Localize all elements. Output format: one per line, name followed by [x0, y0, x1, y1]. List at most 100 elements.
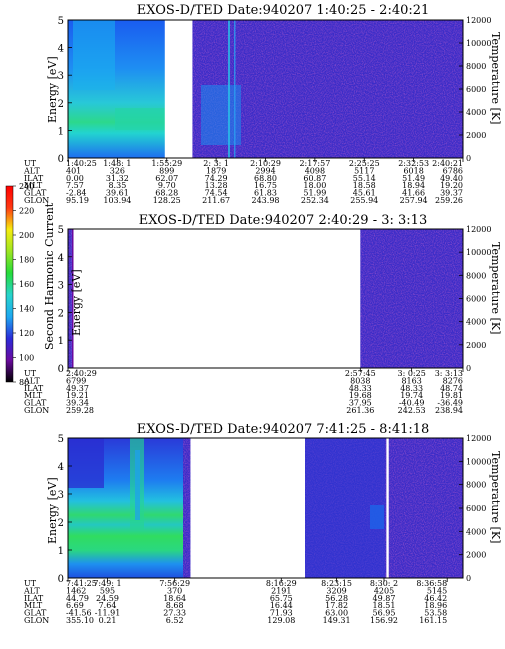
ephemeris-row-label: MLT [24, 601, 43, 610]
ephemeris-value: 4205 [374, 586, 394, 595]
energy-tick-label: 2 [58, 99, 64, 110]
ephemeris-row-label: GLON [24, 196, 49, 205]
panel-3-rhs-blob [370, 505, 384, 529]
panel-3: EXOS-D/TED Date:940207 7:41:25 - 8:41:18… [23, 422, 502, 625]
ephemeris-value: 19.74 [400, 391, 423, 400]
temperature-tick-label: 8000 [466, 481, 486, 490]
ephemeris-value: 3209 [326, 586, 346, 595]
ephemeris-value: 51.49 [402, 174, 425, 183]
panel-3-title: EXOS-D/TED Date:940207 7:41:25 - 8:41:18 [137, 422, 430, 437]
energy-tick-label: 5 [58, 434, 64, 445]
ephemeris-value: 46.42 [424, 594, 447, 603]
ephemeris-value: 74.54 [205, 189, 228, 198]
ephemeris-value: 56.28 [325, 594, 348, 603]
ephemeris-value: -2.84 [66, 189, 87, 198]
ephemeris-value: 2:57:45 [345, 369, 376, 378]
ephemeris-value: 8276 [443, 376, 463, 385]
ephemeris-value: 7:56:29 [159, 579, 190, 588]
ephemeris-value: 1:40:25 [66, 159, 97, 168]
ephemeris-value: -40.49 [399, 399, 425, 408]
ephemeris-value: 24.59 [96, 594, 119, 603]
temperature-tick-label: 8000 [466, 62, 486, 71]
ephemeris-value: 39.37 [440, 189, 463, 198]
ephemeris-row-label: GLON [24, 406, 49, 415]
ephemeris-value: 355.10 [66, 616, 94, 625]
panel-1-ylabel-right: Temperature [K] [489, 32, 502, 124]
ephemeris-value: 2191 [271, 586, 291, 595]
temperature-tick-label: 12000 [466, 16, 491, 25]
ephemeris-value: 8:36:58 [416, 579, 447, 588]
ephemeris-value: 18.96 [424, 601, 447, 610]
ephemeris-row-label: UT [24, 579, 37, 588]
ephemeris-value: 60.87 [303, 174, 326, 183]
temperature-tick-label: 0 [466, 574, 471, 583]
ephemeris-value: 2:32:53 [398, 159, 429, 168]
ephemeris-value: 1:55:29 [151, 159, 182, 168]
energy-tick-label: 1 [58, 546, 64, 557]
ephemeris-value: 16.75 [254, 181, 277, 190]
energy-tick-label: 3 [58, 71, 64, 82]
ephemeris-value: 242.53 [398, 406, 426, 415]
colorbar-tick-label: 240 [19, 182, 34, 191]
ephemeris-row-label: GLAT [24, 609, 47, 618]
ephemeris-value: 8:16:29 [266, 579, 297, 588]
data-gap [71, 229, 361, 368]
colorbar: 80 100 120 140 160 180 200 220 240 Second Harmon… [5, 182, 56, 387]
colorbar-tick-label: 140 [19, 305, 34, 314]
ephemeris-value: 2994 [255, 166, 275, 175]
ephemeris-value: 62.07 [155, 174, 178, 183]
ephemeris-value: 8:23:15 [321, 579, 352, 588]
temperature-tick-label: 6000 [466, 85, 486, 94]
ephemeris-value: 8038 [350, 376, 370, 385]
panel-1-title: EXOS-D/TED Date:940207 1:40:25 - 2:40:21 [137, 3, 430, 18]
ephemeris-row-label: GLAT [24, 189, 47, 198]
ephemeris-value: 0.00 [66, 174, 84, 183]
ephemeris-value: 18.00 [303, 181, 326, 190]
panel-3-upper-dark [68, 438, 104, 488]
ephemeris-value: 8:30: 2 [370, 579, 398, 588]
ephemeris-value: 9.70 [158, 181, 176, 190]
temperature-tick-label: 2000 [466, 131, 486, 140]
ephemeris-value: 7.64 [99, 601, 117, 610]
panel-3-vertical-feature-core [135, 450, 140, 520]
energy-tick-label: 0 [58, 574, 64, 585]
ephemeris-row-label: ALT [23, 166, 40, 175]
ephemeris-value: 55.14 [353, 174, 376, 183]
temperature-tick-label: 0 [466, 154, 471, 163]
ephemeris-value: 19.20 [440, 181, 463, 190]
panel-3-ylabel: Energy [eV] [46, 477, 59, 544]
ephemeris-value: 68.28 [155, 189, 178, 198]
ephemeris-value: 18.51 [373, 601, 396, 610]
ephemeris-value: 255.94 [350, 196, 378, 205]
energy-tick-label: 3 [58, 490, 64, 501]
ephemeris-value: -36.49 [437, 399, 463, 408]
temperature-tick-label: 10000 [466, 248, 491, 257]
ephemeris-value: 156.92 [370, 616, 398, 625]
ephemeris-value: 44.79 [66, 594, 89, 603]
ephemeris-value: 899 [159, 166, 174, 175]
energy-tick-label: 2 [58, 308, 64, 319]
ephemeris-value: 5117 [354, 166, 374, 175]
panel-2-title: EXOS-D/TED Date:940207 2:40:29 - 3: 3:13 [139, 213, 427, 228]
temperature-tick-label: 12000 [466, 225, 491, 234]
data-gap [190, 438, 305, 578]
ephemeris-value: 4098 [305, 166, 325, 175]
temperature-tick-label: 2000 [466, 551, 486, 560]
ephemeris-value: 259.28 [66, 406, 94, 415]
energy-tick-label: 5 [58, 16, 64, 27]
ephemeris-value: 1462 [66, 586, 86, 595]
panel-1-lower-band [115, 108, 173, 130]
ephemeris-value: 211.67 [202, 196, 230, 205]
ephemeris-value: 51.99 [303, 189, 326, 198]
ephemeris-value: 56.95 [373, 609, 396, 618]
energy-tick-label: 2 [58, 518, 64, 529]
energy-tick-label: 1 [58, 126, 64, 137]
temperature-tick-label: 10000 [466, 457, 491, 466]
ephemeris-value: 18.94 [402, 181, 425, 190]
data-gap [386, 438, 389, 578]
ephemeris-value: 2: 3: 1 [203, 159, 229, 168]
data-gap [164, 20, 193, 158]
colorbar-tick-label: 80 [19, 378, 29, 387]
ephemeris-row-label: MLT [24, 181, 43, 190]
panel-1-ylabel: Energy [eV] [46, 56, 59, 123]
